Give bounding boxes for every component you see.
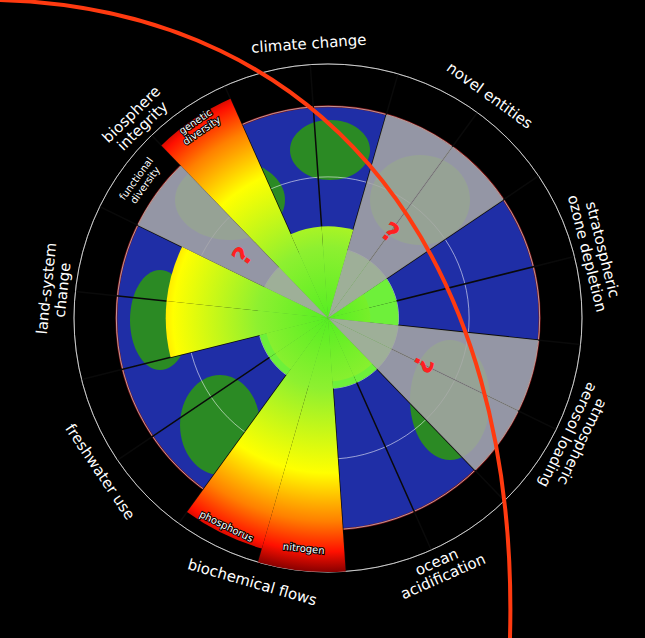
svg-text:diversity: diversity [181, 114, 223, 147]
svg-text:?: ? [375, 216, 405, 249]
svg-text:climate change: climate change [251, 31, 367, 57]
svg-text:atmospheric: atmospheric [553, 396, 611, 488]
svg-text:biosphere: biosphere [98, 82, 165, 147]
svg-text:diversity: diversity [128, 164, 162, 205]
svg-text:integrity: integrity [114, 97, 172, 154]
svg-text:biochemical flows: biochemical flows [186, 555, 320, 609]
svg-text:freshwater use: freshwater use [61, 420, 138, 523]
svg-text:phosphorus: phosphorus [198, 508, 255, 544]
svg-text:nitrogen: nitrogen [282, 541, 325, 556]
svg-text:ocean: ocean [412, 544, 461, 580]
svg-text:aerosol loading: aerosol loading [535, 380, 601, 491]
svg-text:change: change [51, 262, 75, 319]
svg-text:novel entities: novel entities [443, 58, 536, 132]
svg-text:stratospheric: stratospheric [581, 199, 624, 300]
svg-text:functional: functional [117, 155, 156, 202]
svg-text:acidification: acidification [398, 550, 488, 603]
svg-text:?: ? [226, 241, 259, 271]
svg-text:land-system: land-system [32, 241, 61, 336]
svg-text:ozone depletion: ozone depletion [564, 193, 611, 314]
svg-text:?: ? [406, 351, 440, 378]
svg-text:genetic: genetic [176, 106, 214, 137]
